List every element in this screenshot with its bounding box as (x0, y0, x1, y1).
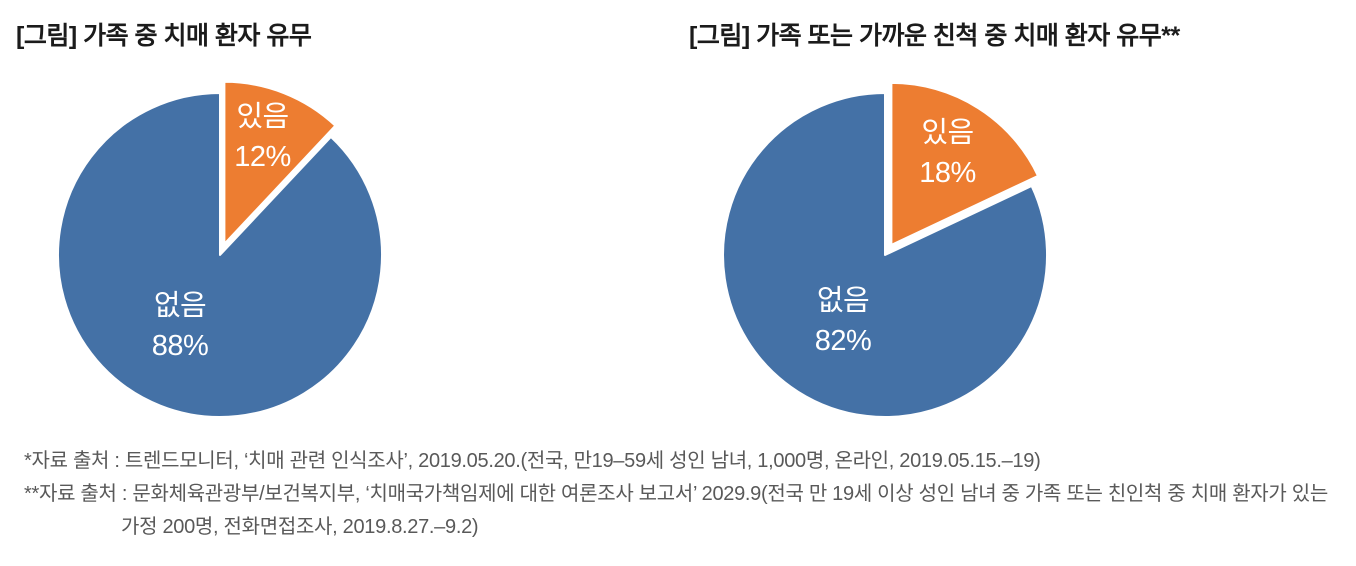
source-footnotes: *자료 출처 : 트렌드모니터, ‘치매 관련 인식조사’, 2019.05.2… (24, 445, 1344, 544)
footnote-line-3: 가정 200명, 전화면접조사, 2019.8.27.–9.2) (121, 516, 479, 538)
pie-chart-family: 있음 12% 없음 88% (45, 77, 395, 427)
pie-chart-title-relatives: [그림] 가족 또는 가까운 친척 중 치매 환자 유무** (689, 22, 1180, 50)
pie-svg-family (57, 80, 383, 418)
pie-chart-title-family: [그림] 가족 중 치매 환자 유무 (16, 22, 312, 50)
footnote-line-1: *자료 출처 : 트렌드모니터, ‘치매 관련 인식조사’, 2019.05.2… (24, 450, 1041, 472)
pie-chart-relatives: 있음 18% 없음 82% (710, 77, 1060, 427)
pie-svg-relatives (722, 81, 1049, 418)
footnote-line-2: **자료 출처 : 문화체육관광부/보건복지부, ‘치매국가책임제에 대한 여론… (24, 483, 1328, 505)
